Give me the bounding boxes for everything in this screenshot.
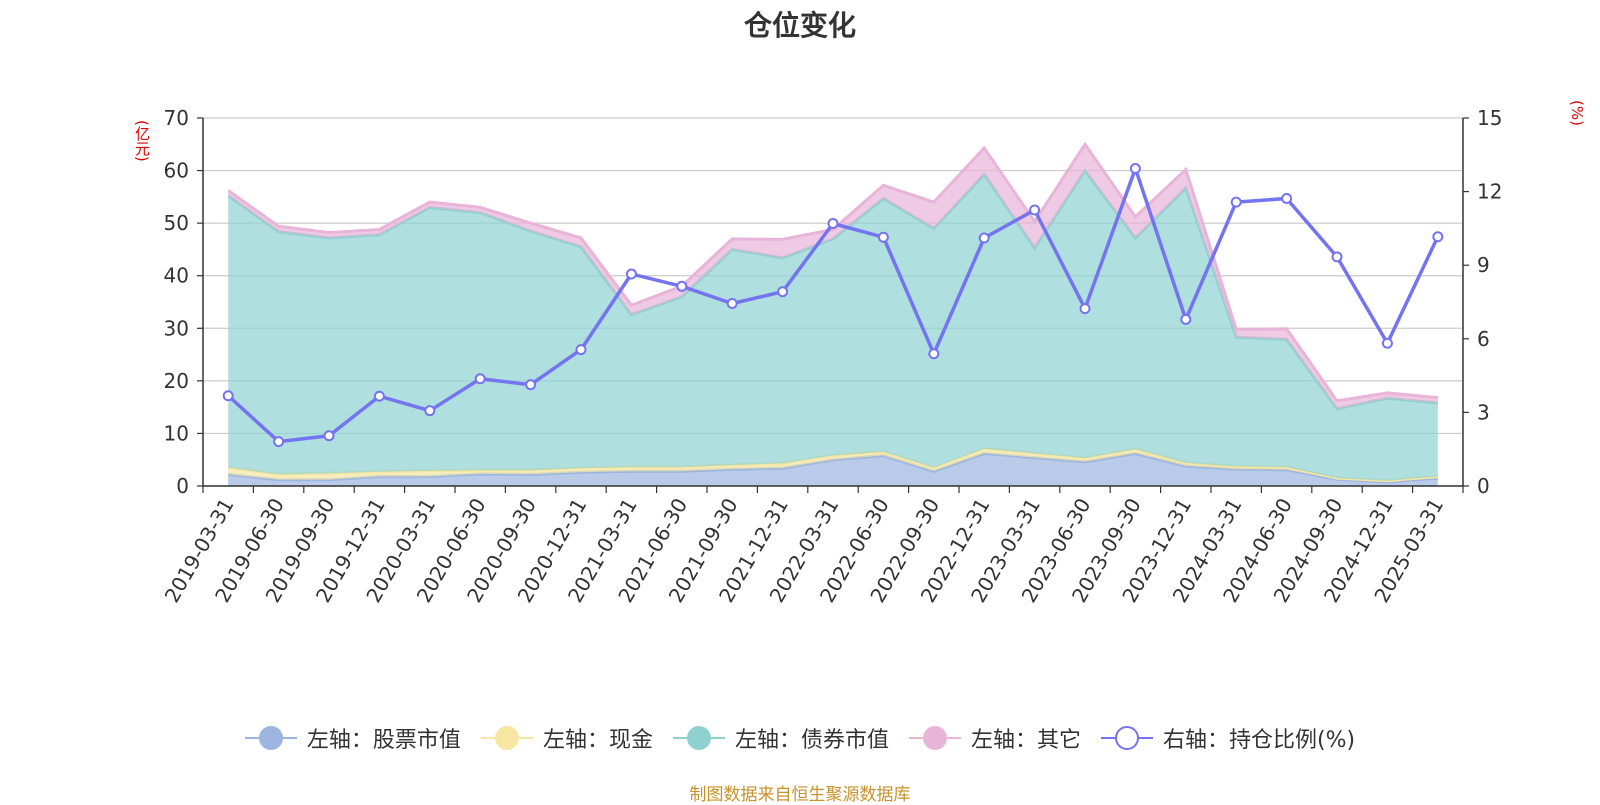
left-axis-tick-label: 60 bbox=[164, 159, 189, 183]
right-axis-tick-label: 6 bbox=[1477, 327, 1490, 351]
ratio-point bbox=[827, 217, 839, 229]
right-axis-tick-label: 0 bbox=[1477, 474, 1490, 498]
legend-label: 左轴：债券市值 bbox=[734, 728, 889, 753]
ratio-point bbox=[474, 373, 486, 385]
ratio-point bbox=[1029, 204, 1041, 216]
ratio-point bbox=[676, 280, 688, 292]
left-axis-tick-label: 10 bbox=[164, 421, 189, 445]
left-axis-tick-label: 50 bbox=[164, 211, 189, 235]
ratio-point bbox=[1180, 313, 1192, 325]
right-axis-tick-label: 15 bbox=[1477, 106, 1502, 130]
ratio-point bbox=[1129, 163, 1141, 175]
ratio-point bbox=[726, 297, 738, 309]
right-axis-tick-label: 12 bbox=[1477, 180, 1502, 204]
legend-item-ratio[interactable]: 右轴：持仓比例(%) bbox=[1100, 722, 1356, 754]
left-axis-tick-label: 0 bbox=[176, 474, 189, 498]
ratio-point bbox=[1079, 303, 1091, 315]
ratio-point bbox=[525, 379, 537, 391]
ratio-point bbox=[1281, 192, 1293, 204]
data-source-note: 制图数据来自恒生聚源数据库 bbox=[689, 785, 911, 805]
left-axis-tick-label: 20 bbox=[164, 369, 189, 393]
area-series-fill bbox=[228, 448, 1438, 482]
ratio-point bbox=[625, 268, 637, 280]
right-axis-tick-label: 3 bbox=[1477, 400, 1490, 424]
legend-symbol-icon bbox=[244, 723, 297, 753]
ratio-point bbox=[928, 348, 940, 360]
legend-item-cash[interactable]: 左轴：现金 bbox=[480, 722, 653, 754]
left-axis-tick-label: 40 bbox=[164, 264, 189, 288]
ratio-point bbox=[424, 405, 436, 417]
ratio-point bbox=[373, 390, 385, 402]
legend: 左轴：股票市值 左轴：现金 左轴：债券市值 左轴：其它 右轴：持仓比例(%) bbox=[0, 722, 1600, 754]
area-series-line bbox=[227, 141, 1438, 403]
legend-label: 右轴：持仓比例(%) bbox=[1162, 728, 1356, 753]
legend-symbol-icon bbox=[1100, 723, 1153, 753]
left-axis-tick-label: 30 bbox=[164, 316, 189, 340]
legend-label: 左轴：股票市值 bbox=[306, 728, 461, 753]
area-series-fill bbox=[228, 170, 1438, 481]
ratio-point bbox=[222, 390, 234, 402]
ratio-point bbox=[1230, 196, 1242, 208]
ratio-point bbox=[323, 430, 335, 442]
legend-symbol-icon bbox=[672, 723, 725, 753]
right-axis-tick-label: 9 bbox=[1477, 253, 1490, 277]
legend-item-bond[interactable]: 左轴：债券市值 bbox=[672, 722, 889, 754]
ratio-point bbox=[1381, 337, 1393, 349]
area-series-fill bbox=[228, 453, 1438, 486]
ratio-point bbox=[978, 232, 990, 244]
legend-item-other[interactable]: 左轴：其它 bbox=[908, 722, 1081, 754]
legend-item-stock[interactable]: 左轴：股票市值 bbox=[244, 722, 461, 754]
ratio-point bbox=[777, 286, 789, 298]
left-axis-unit: (亿元) bbox=[133, 120, 151, 162]
ratio-point bbox=[273, 436, 285, 448]
ratio-point bbox=[575, 344, 587, 356]
legend-symbol-icon bbox=[480, 723, 533, 753]
legend-label: 左轴：现金 bbox=[542, 728, 653, 753]
legend-symbol-icon bbox=[908, 723, 961, 753]
legend-label: 左轴：其它 bbox=[970, 728, 1081, 753]
ratio-point bbox=[877, 231, 889, 243]
ratio-point bbox=[1432, 231, 1444, 243]
chart-title: 仓位变化 bbox=[743, 9, 856, 42]
right-axis-unit: (%) bbox=[1568, 100, 1586, 126]
ratio-point bbox=[1331, 251, 1343, 263]
left-axis-tick-label: 70 bbox=[164, 106, 189, 130]
